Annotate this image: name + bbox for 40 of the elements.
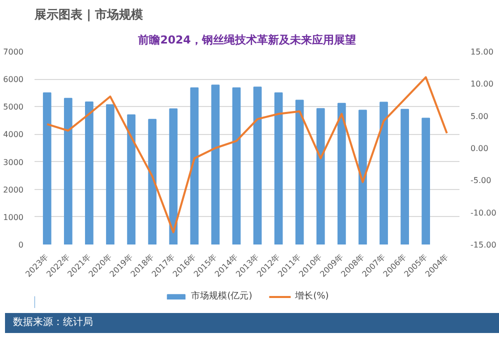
bar — [337, 102, 346, 244]
y2-tick-label: -5.00 — [470, 176, 492, 186]
bar — [358, 110, 367, 244]
bar — [380, 102, 388, 244]
bar — [211, 84, 220, 244]
bar — [422, 118, 430, 244]
y-tick-label: 3000 — [3, 158, 24, 167]
y-tick-label: 7000 — [3, 48, 24, 56]
line-series — [46, 76, 448, 234]
bar — [85, 101, 94, 244]
y-tick-label: 2000 — [3, 185, 24, 194]
chart-subtitle: 前瞻2024，钢丝绳技术革新及未来应用展望 — [137, 34, 356, 46]
bar — [169, 108, 178, 244]
y2-tick-label: 15.00 — [470, 48, 494, 56]
legend-label: 市场规模(亿元) — [191, 290, 252, 302]
bar — [127, 114, 136, 244]
bar — [42, 92, 52, 244]
bar — [148, 118, 157, 244]
bar — [316, 108, 325, 244]
y2-tick-label: -10.00 — [470, 208, 496, 218]
bar — [253, 86, 262, 244]
bar — [232, 87, 241, 244]
bar — [400, 108, 409, 244]
source-note: 数据来源：统计局 — [13, 316, 93, 330]
y-tick-label: 6000 — [3, 75, 24, 84]
bar — [295, 100, 304, 244]
y2-tick-label: 10.00 — [470, 80, 494, 89]
y2-tick-label: 5.00 — [470, 112, 488, 121]
y-tick-label: 5000 — [3, 102, 24, 112]
legend-label: 增长(%) — [295, 290, 329, 302]
y2-tick-label: -15.00 — [470, 240, 496, 250]
chart-title: 展示图表 | 市场规模 — [34, 8, 144, 22]
y2-tick-label: 0.00 — [470, 144, 488, 153]
bar — [64, 98, 72, 244]
bar — [274, 92, 283, 244]
y-tick-label: 1000 — [3, 212, 24, 222]
y-tick-label: 0 — [18, 240, 24, 250]
bar — [106, 104, 114, 244]
y-tick-label: 4000 — [3, 130, 24, 140]
bar — [190, 87, 199, 244]
